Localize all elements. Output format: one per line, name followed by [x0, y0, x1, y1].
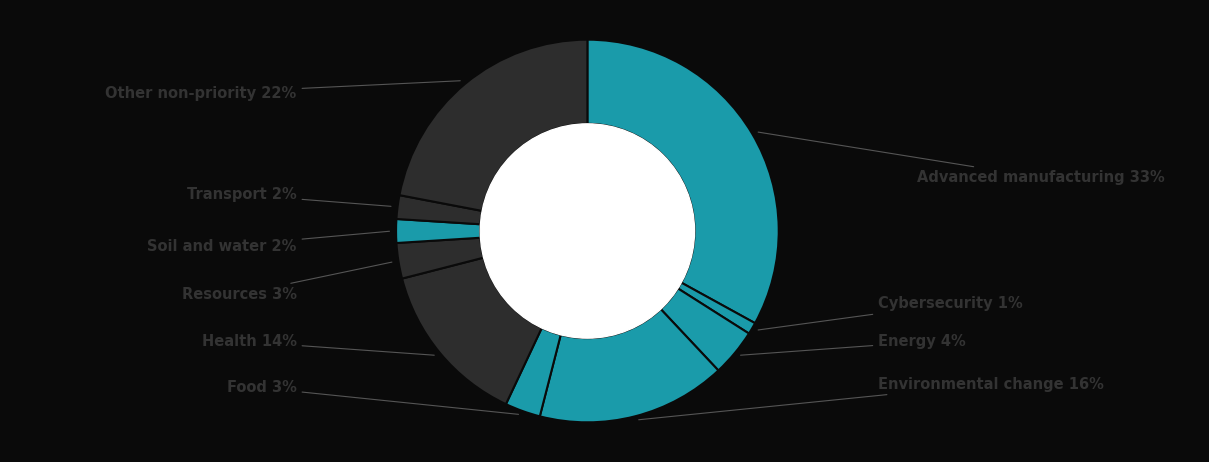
Text: Health 14%: Health 14%: [202, 334, 434, 355]
Wedge shape: [397, 238, 484, 279]
Text: Transport 2%: Transport 2%: [187, 187, 391, 207]
Text: Other non-priority 22%: Other non-priority 22%: [105, 81, 461, 101]
Wedge shape: [505, 328, 561, 416]
Wedge shape: [397, 195, 482, 224]
Wedge shape: [403, 258, 542, 404]
Wedge shape: [661, 288, 748, 371]
Wedge shape: [678, 283, 756, 334]
Wedge shape: [399, 40, 588, 211]
Text: Advanced manufacturing 33%: Advanced manufacturing 33%: [758, 132, 1164, 185]
Text: Food 3%: Food 3%: [226, 380, 519, 414]
Text: Energy 4%: Energy 4%: [741, 334, 966, 355]
Circle shape: [480, 124, 694, 338]
Text: Cybersecurity 1%: Cybersecurity 1%: [758, 296, 1023, 330]
Wedge shape: [539, 309, 718, 422]
Wedge shape: [397, 219, 480, 243]
Text: Environmental change 16%: Environmental change 16%: [638, 377, 1104, 420]
Wedge shape: [588, 40, 779, 323]
Text: Resources 3%: Resources 3%: [181, 262, 392, 302]
Text: Soil and water 2%: Soil and water 2%: [147, 231, 389, 254]
